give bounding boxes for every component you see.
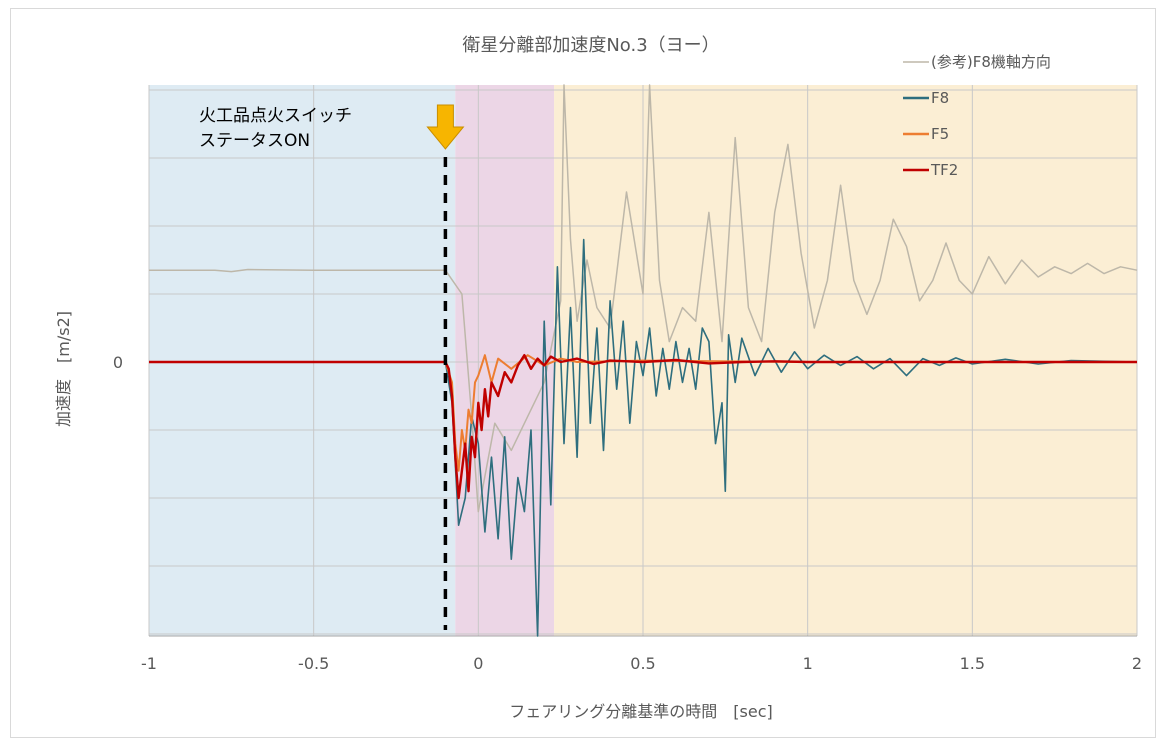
region-0 <box>149 85 456 636</box>
legend-label-3: TF2 <box>930 161 958 179</box>
x-tick-label-1: -0.5 <box>298 654 329 673</box>
legend-label-0: (参考)F8機軸方向 <box>931 53 1051 71</box>
series-lines <box>149 84 1138 637</box>
legend-label-2: F5 <box>931 125 949 143</box>
chart-frame: 火工品点火スイッチ ステータスON -1 -0.5 0 0.5 1 1.5 2 0 衛星分離部加… <box>10 8 1156 738</box>
axis-labels: -1 -0.5 0 0.5 1 1.5 2 0 <box>113 353 1142 673</box>
annotation-text-line-1: ステータスON <box>199 131 310 151</box>
x-tick-label-2: 0 <box>473 654 483 673</box>
series-line-1 <box>149 238 1138 637</box>
x-tick-label-5: 1.5 <box>960 654 985 673</box>
series-line-3 <box>149 354 1137 500</box>
x-axis-title: フェアリング分離基準の時間 [sec] <box>509 702 772 721</box>
legend: (参考)F8機軸方向 F8 F5 TF2 <box>903 53 1051 179</box>
chart-title: 衛星分離部加速度No.3（ヨー） <box>462 35 719 56</box>
annotation-arrow-icon <box>426 104 465 150</box>
x-tick-label-0: -1 <box>141 654 157 673</box>
x-tick-label-3: 0.5 <box>630 654 655 673</box>
y-axis-title: 加速度 [m/s2] <box>54 311 73 427</box>
y-tick-label-0: 0 <box>113 353 123 372</box>
series-line-0 <box>149 84 1138 513</box>
legend-label-1: F8 <box>931 89 949 107</box>
x-tick-label-6: 2 <box>1132 654 1142 673</box>
annotation-text-line-0: 火工品点火スイッチ <box>199 106 352 126</box>
x-tick-label-4: 1 <box>803 654 813 673</box>
